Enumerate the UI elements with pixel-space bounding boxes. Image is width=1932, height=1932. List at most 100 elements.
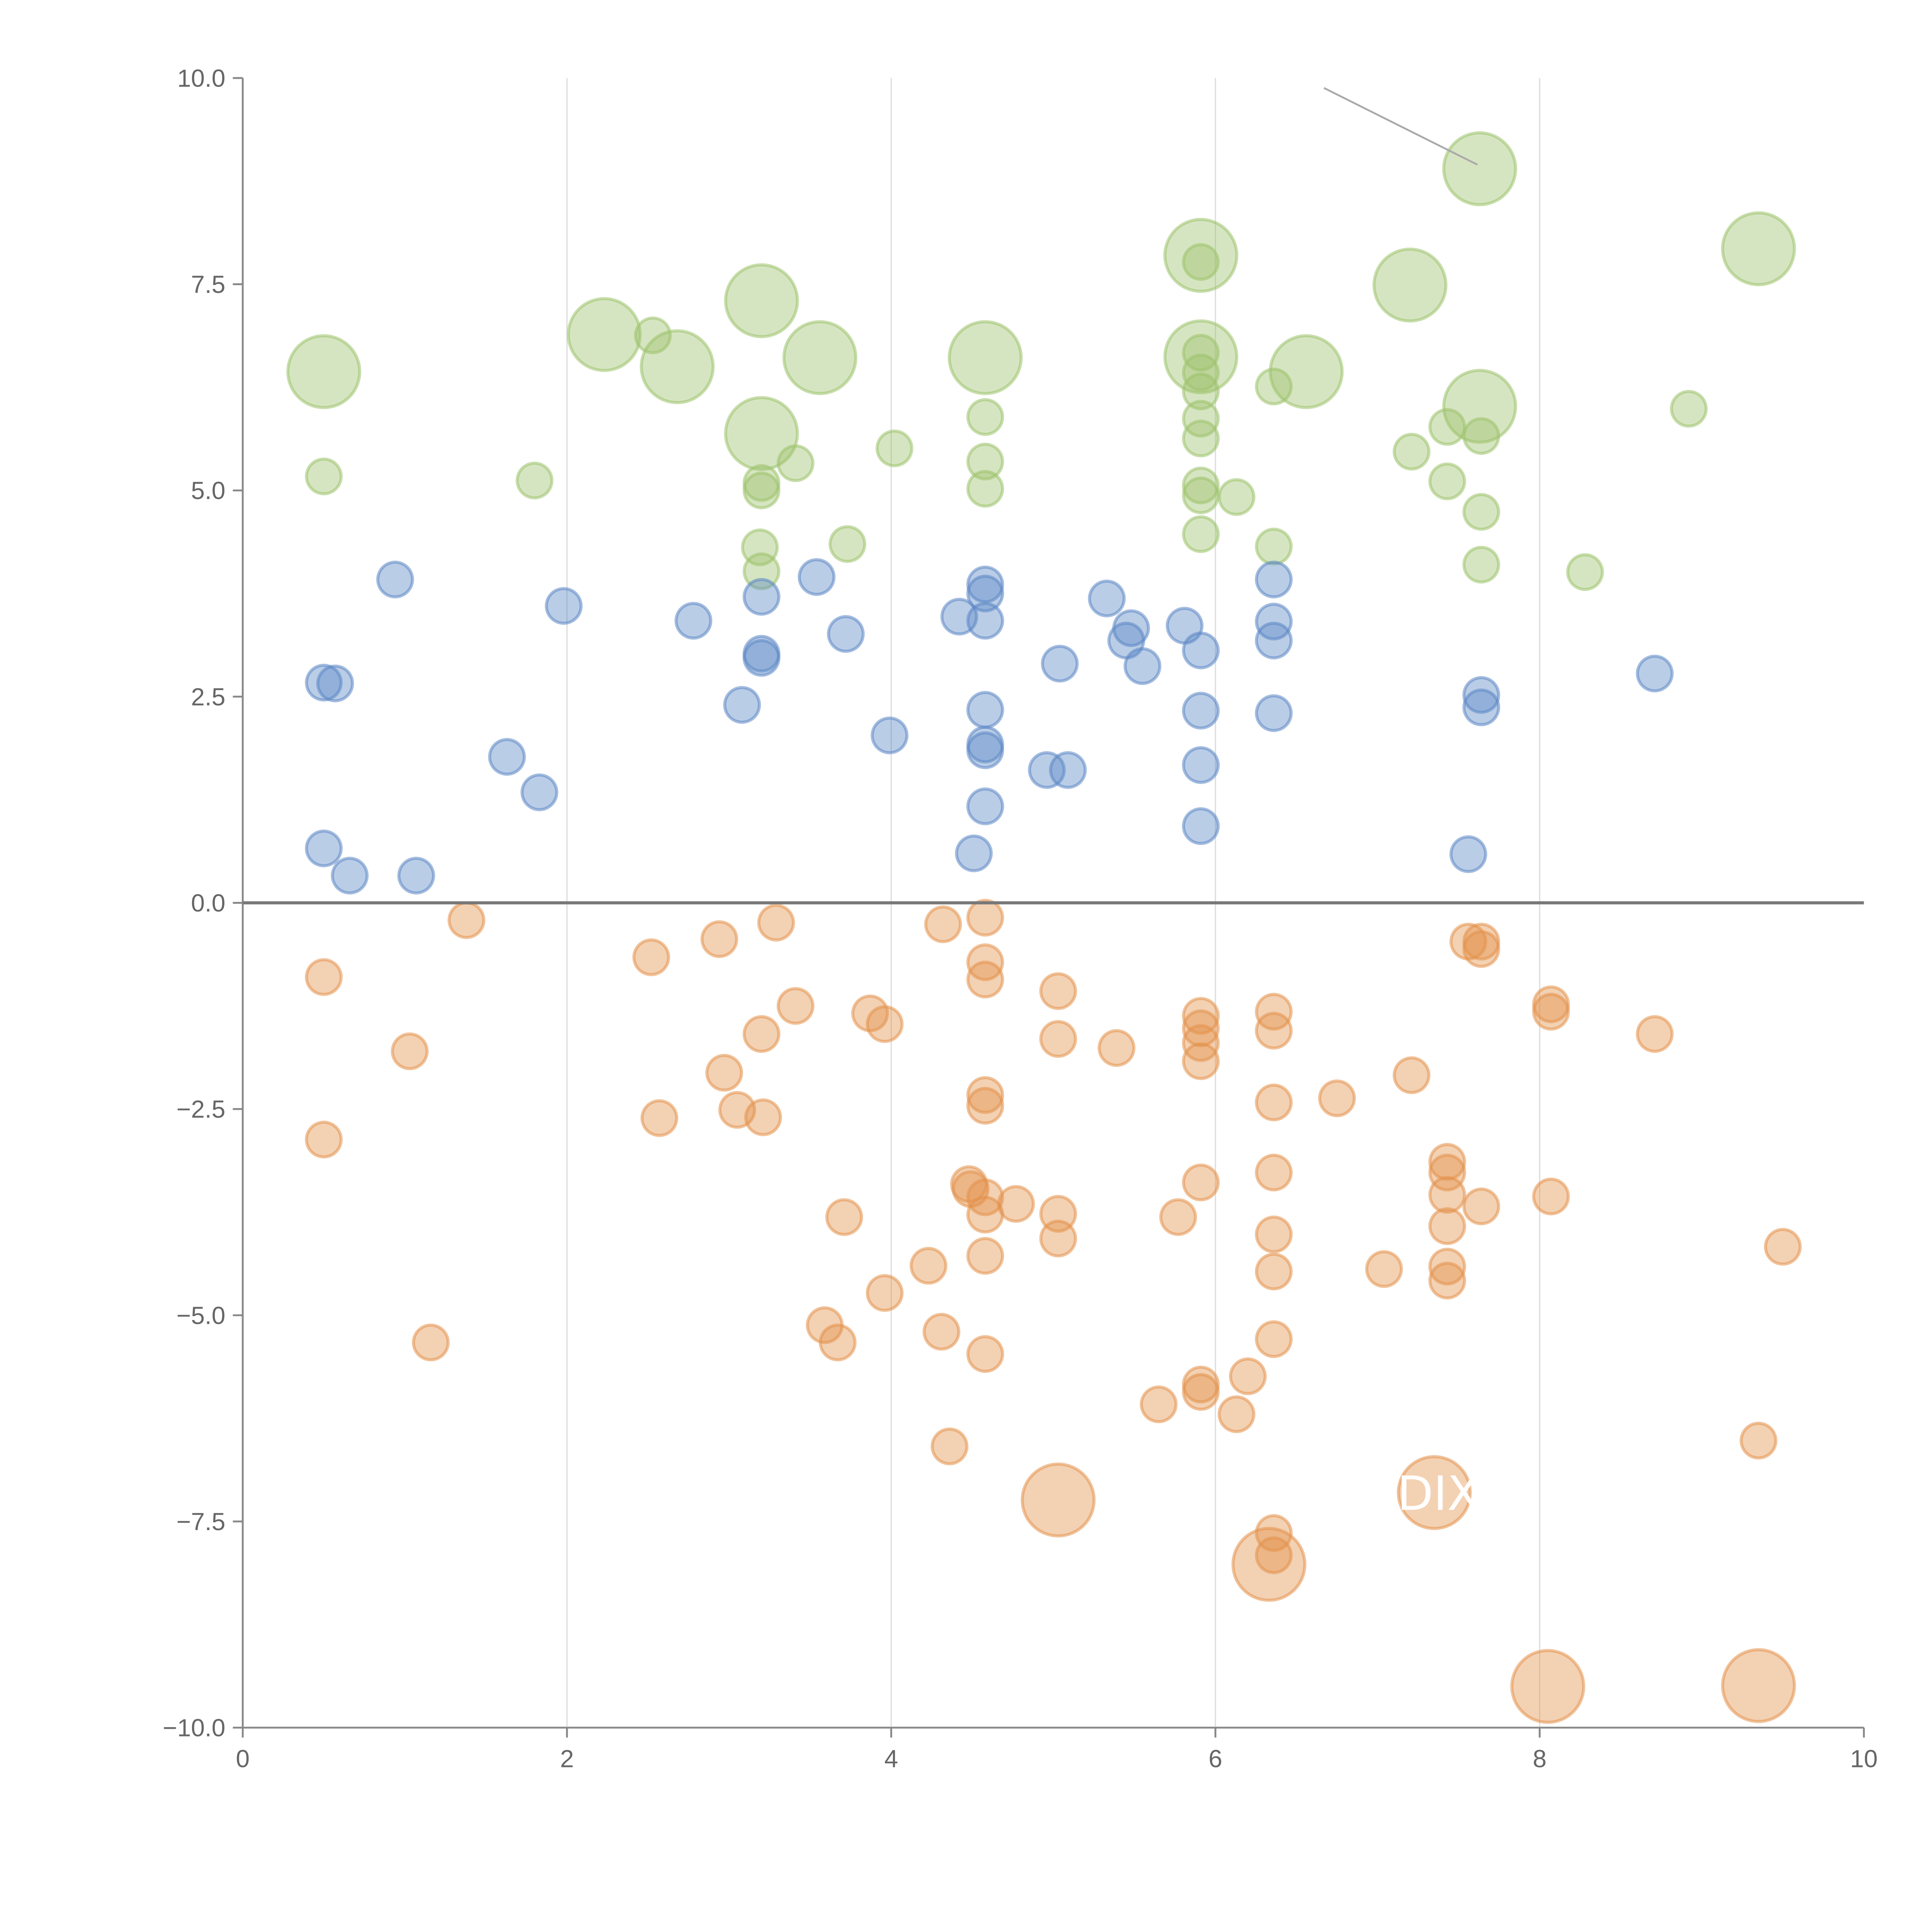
y-tick-label: −2.5 [177,1095,226,1123]
data-point-green [1269,334,1344,409]
data-point-blue [316,664,354,702]
data-point-green [776,444,815,482]
data-point-orange [1255,1252,1293,1291]
data-point-green [1255,527,1293,566]
data-point-orange [966,961,1004,998]
data-point-green [742,552,781,590]
x-tick-label: 2 [560,1745,574,1773]
data-point-blue [1028,751,1066,789]
data-point-orange [1721,1648,1796,1723]
data-point-orange [1318,1079,1356,1117]
data-point-orange [966,899,1004,937]
data-point-blue [520,773,558,811]
data-point-orange [1428,1262,1466,1300]
data-point-orange [705,1054,743,1092]
data-point-orange [700,920,738,958]
data-point-blue [1123,647,1162,685]
data-point-green [966,398,1004,436]
data-point-blue [1182,631,1220,670]
data-point-green [1721,211,1796,286]
data-point-orange [1396,1455,1472,1530]
data-point-orange [1428,1207,1466,1245]
data-point-orange [1255,993,1293,1031]
data-point-green [286,334,361,409]
data-point-blue [966,575,1004,612]
data-point-orange [866,1274,904,1312]
data-point-blue [1088,579,1126,617]
data-point-orange [922,1313,961,1351]
y-tick-label: −7.5 [177,1508,226,1536]
data-point-blue [305,829,343,867]
data-point-blue [1462,688,1500,726]
data-point-green [1182,466,1220,505]
data-point-blue [966,787,1004,825]
data-point-blue [1182,746,1220,784]
data-point-orange [1428,1248,1466,1286]
data-point-green [305,457,343,495]
data-point-orange [1039,1219,1077,1258]
data-point-orange [1182,1042,1220,1080]
data-point-orange [966,1076,1004,1114]
data-point-orange [1510,1649,1585,1724]
x-tick-label: 4 [884,1745,898,1773]
data-point-orange [924,905,962,943]
data-point-green [1442,369,1517,444]
data-point-orange [930,1427,969,1466]
data-point-orange [744,1098,782,1136]
data-point-orange [825,1198,863,1236]
data-point-orange [1462,930,1500,968]
data-point-blue [1255,694,1293,732]
data-point-orange [632,938,670,976]
data-point-green [724,263,799,338]
data-point-green [782,320,857,395]
data-point-green [634,316,672,354]
data-point-orange [305,1121,343,1159]
data-point-green [1182,400,1220,438]
data-point-blue [966,602,1004,640]
data-point-orange [1255,1536,1293,1574]
data-point-orange [1764,1228,1802,1266]
x-tick-label: 0 [236,1745,250,1773]
data-point-green [1182,372,1220,410]
data-point-orange [1020,1463,1096,1537]
data-point-orange [305,958,343,996]
data-point-orange [866,1005,904,1043]
data-point-blue [966,565,1004,604]
data-point-blue [1255,602,1293,641]
y-tick-label: 2.5 [191,683,225,711]
data-point-blue [488,738,526,776]
data-point-orange [966,1237,1004,1275]
data-point-blue [742,639,781,677]
data-point-orange [1255,1012,1293,1050]
data-point-blue [1041,645,1079,683]
data-point-green [515,461,554,500]
data-point-green [1566,553,1604,591]
data-point-blue [305,663,343,702]
data-point-green [1163,218,1238,293]
data-point-orange [1740,1422,1777,1460]
data-point-blue [397,857,435,895]
y-tick-label: −10.0 [163,1714,225,1742]
data-point-green [875,429,913,468]
data-point-orange [391,1032,429,1070]
data-point-blue [376,560,414,599]
data-point-green [639,329,715,404]
data-point-orange [1428,1176,1466,1214]
data-point-orange [1255,1320,1293,1358]
data-point-green [1462,493,1500,531]
data-point-green [1428,462,1466,500]
annotation-leader-line [1323,87,1478,166]
data-point-orange [1097,1029,1136,1067]
data-point-blue [1462,676,1500,714]
y-tick-label: −5.0 [177,1301,226,1329]
x-tick-label: 8 [1533,1745,1547,1773]
annotation-label: DIX [1397,1466,1480,1521]
x-tick-label: 6 [1209,1745,1223,1773]
data-point-orange [1182,1373,1220,1411]
data-point-blue [331,857,369,895]
data-point-orange [1182,1163,1220,1202]
data-point-orange [640,1099,679,1137]
data-point-green [1255,367,1293,406]
data-point-orange [1231,1527,1306,1602]
data-point-blue [1255,560,1293,599]
